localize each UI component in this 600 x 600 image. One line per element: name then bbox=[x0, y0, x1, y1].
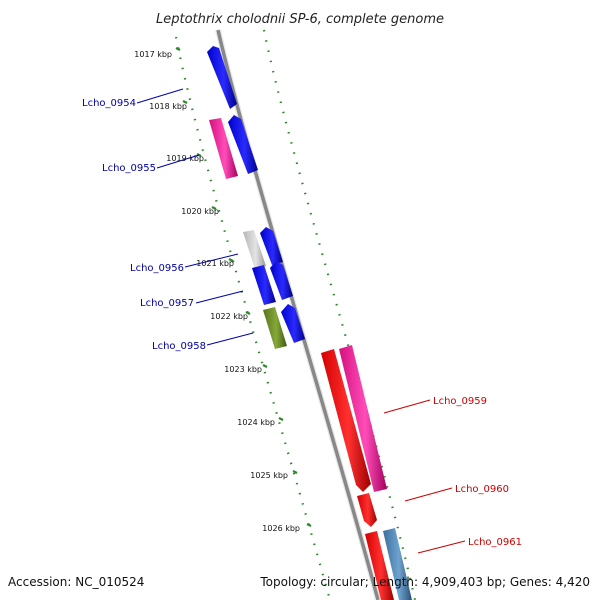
genome-summary-text: Topology: circular; Length: 4,909,403 bp… bbox=[259, 575, 590, 589]
gene-label-lcho-0954[interactable]: Lcho_0954 bbox=[82, 98, 136, 109]
gene-arrow-blue-2[interactable] bbox=[228, 115, 258, 174]
gene-arrow-lcho-0956[interactable] bbox=[260, 227, 283, 265]
kbp-label-1019: 1019 kbp bbox=[166, 154, 204, 163]
gene-label-lcho-0961[interactable]: Lcho_0961 bbox=[468, 537, 522, 548]
accession-text: Accession: NC_010524 bbox=[8, 575, 144, 589]
gene-labels-right: Lcho_0959 Lcho_0960 Lcho_0961 bbox=[433, 396, 522, 548]
gene-label-lcho-0960[interactable]: Lcho_0960 bbox=[455, 484, 509, 495]
gene-box-lcho-0961[interactable] bbox=[365, 531, 394, 600]
kbp-label-1026: 1026 kbp bbox=[262, 524, 300, 533]
gene-box-grey[interactable] bbox=[243, 230, 266, 269]
gene-label-lcho-0958[interactable]: Lcho_0958 bbox=[152, 341, 206, 352]
gene-box-lcho-0959[interactable] bbox=[339, 345, 387, 492]
kbp-labels: 1017 kbp 1018 kbp 1019 kbp 1020 kbp 1021… bbox=[134, 50, 300, 533]
kbp-label-1025: 1025 kbp bbox=[250, 471, 288, 480]
kbp-label-1024: 1024 kbp bbox=[237, 418, 275, 427]
gene-arrow-blue-4[interactable] bbox=[270, 261, 293, 300]
leader-lines-left bbox=[136, 88, 254, 346]
leader-lines-right bbox=[383, 399, 466, 554]
gene-box-lcho-0958[interactable] bbox=[263, 307, 287, 349]
map-title: Leptothrix cholodnii SP-6, complete geno… bbox=[156, 12, 444, 27]
kbp-ticks bbox=[175, 47, 312, 527]
gene-arrow-lcho-0954[interactable] bbox=[207, 46, 237, 109]
gene-box-lcho-0957[interactable] bbox=[252, 265, 276, 305]
kbp-label-1021: 1021 kbp bbox=[196, 259, 234, 268]
gene-arrow-lcho-0960[interactable] bbox=[321, 349, 371, 492]
kbp-label-1017: 1017 kbp bbox=[134, 50, 172, 59]
kbp-label-1018: 1018 kbp bbox=[149, 102, 187, 111]
gene-box-magenta-1[interactable] bbox=[209, 118, 238, 179]
kbp-label-1020: 1020 kbp bbox=[181, 207, 219, 216]
gene-label-lcho-0955[interactable]: Lcho_0955 bbox=[102, 163, 156, 174]
gene-label-lcho-0956[interactable]: Lcho_0956 bbox=[130, 263, 184, 274]
gene-features bbox=[207, 46, 412, 600]
gene-label-lcho-0959[interactable]: Lcho_0959 bbox=[433, 396, 487, 407]
gene-arrow-red-short[interactable] bbox=[357, 493, 377, 527]
gene-labels-left: Lcho_0954 Lcho_0955 Lcho_0956 Lcho_0957 … bbox=[82, 98, 206, 352]
kbp-label-1023: 1023 kbp bbox=[224, 365, 262, 374]
left-tick-track bbox=[174, 36, 332, 600]
gene-label-lcho-0957[interactable]: Lcho_0957 bbox=[140, 298, 194, 309]
gene-arrow-blue-5[interactable] bbox=[281, 304, 305, 343]
kbp-label-1022: 1022 kbp bbox=[210, 312, 248, 321]
right-tick-track bbox=[262, 29, 417, 600]
gene-box-steelblue[interactable] bbox=[383, 528, 412, 600]
